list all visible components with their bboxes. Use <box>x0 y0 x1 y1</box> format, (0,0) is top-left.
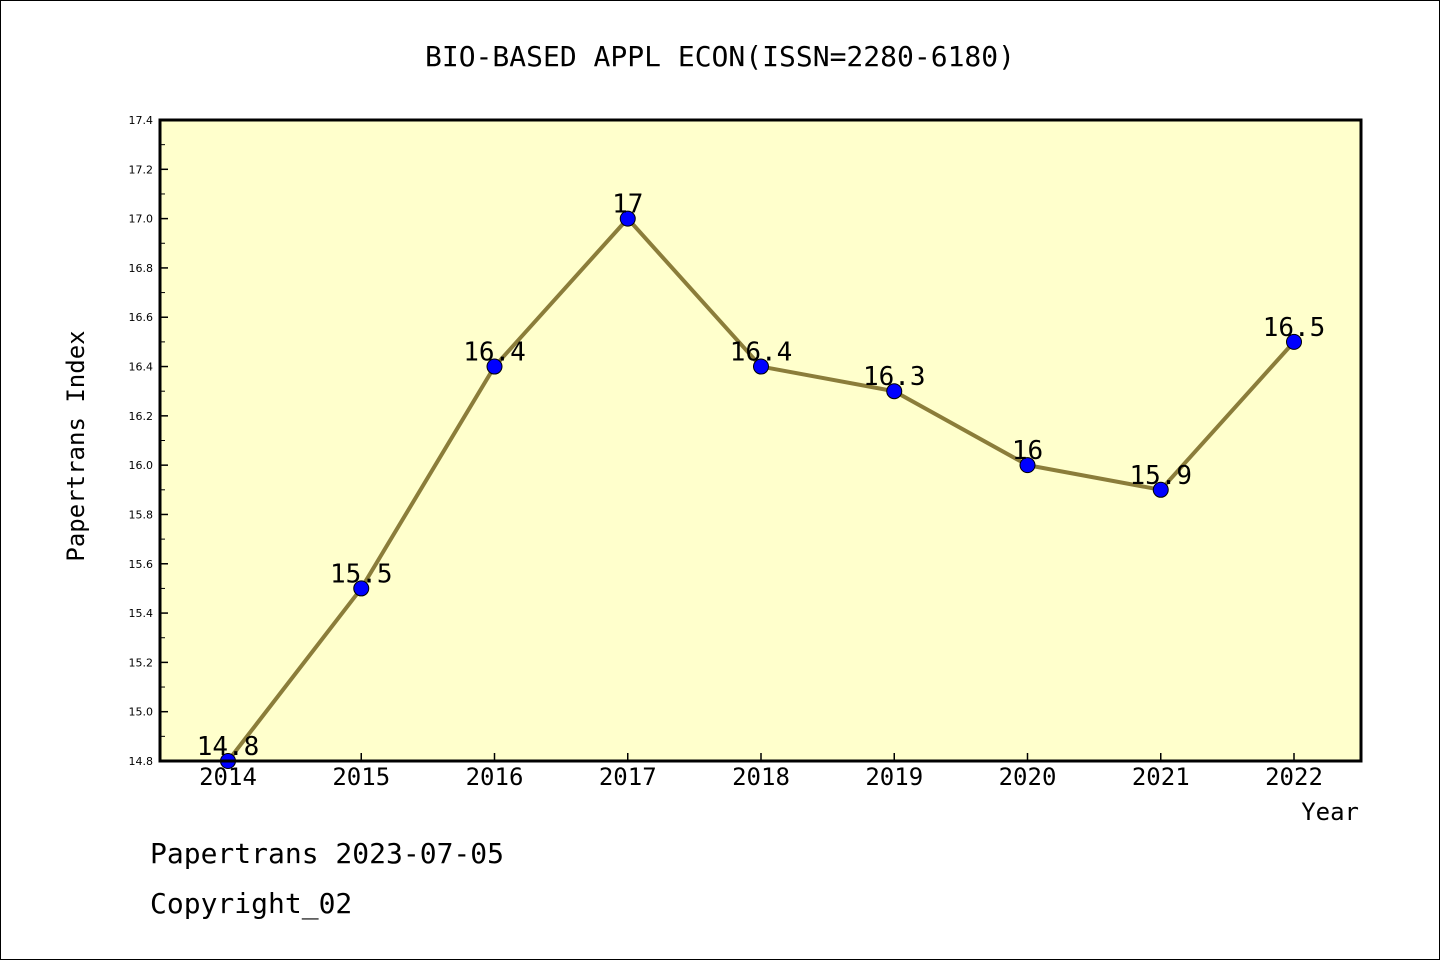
y-tick-label: 16.0 <box>129 459 154 472</box>
y-tick-label: 17.0 <box>129 213 154 226</box>
x-tick-label: 2018 <box>732 763 790 791</box>
data-label: 14.8 <box>197 732 260 762</box>
x-tick-label: 2022 <box>1265 763 1323 791</box>
y-tick-label: 16.8 <box>129 262 154 275</box>
x-tick-label: 2019 <box>865 763 923 791</box>
y-tick-label: 16.4 <box>129 361 154 374</box>
footer-date: Papertrans 2023-07-05 <box>150 837 504 870</box>
data-point <box>1286 333 1302 350</box>
x-tick-label: 2016 <box>466 763 524 791</box>
x-tick-label: 2021 <box>1132 763 1190 791</box>
data-point <box>353 580 370 597</box>
data-point <box>753 358 769 375</box>
plot-border <box>158 118 1363 763</box>
x-tick-label: 2020 <box>999 763 1057 791</box>
x-tick-label: 2017 <box>599 763 657 791</box>
footer-copyright: Copyright_02 <box>150 887 352 921</box>
x-axis-ticks: 2014 2015 2016 2017 2018 2019 2020 2021 2022 <box>199 753 1323 791</box>
plot-area <box>160 120 1361 761</box>
data-point <box>886 383 903 400</box>
y-tick-label: 14.8 <box>129 755 154 768</box>
data-labels: 14.8 15.5 16.4 17 16.4 16.3 16 15.9 16.5 <box>197 190 1326 762</box>
x-axis-label: Year <box>1301 798 1359 826</box>
data-label: 15.5 <box>330 559 393 589</box>
data-label: 17 <box>612 190 643 220</box>
y-tick-label: 15.8 <box>129 508 154 521</box>
data-label: 16.5 <box>1263 313 1326 343</box>
y-tick-label: 17.2 <box>129 163 154 176</box>
chart-title: BIO-BASED APPL ECON(ISSN=2280-6180) <box>425 40 1015 73</box>
data-label: 16 <box>1012 436 1043 466</box>
data-point <box>619 210 636 227</box>
y-tick-label: 16.2 <box>129 410 154 423</box>
y-axis-label: Papertrans Index <box>62 330 90 561</box>
data-label: 16.3 <box>863 362 926 392</box>
y-tick-label: 17.4 <box>129 114 154 127</box>
data-point <box>1019 457 1036 474</box>
y-tick-label: 16.6 <box>129 311 154 324</box>
data-label: 15.9 <box>1129 461 1192 491</box>
data-point <box>1152 481 1169 498</box>
y-tick-label: 15.4 <box>129 607 154 620</box>
y-tick-label: 15.6 <box>129 558 154 571</box>
x-tick-label: 2015 <box>332 763 390 791</box>
y-tick-label: 15.2 <box>129 656 154 669</box>
data-label: 16.4 <box>730 338 793 368</box>
y-tick-label: 15.0 <box>129 706 154 719</box>
data-point <box>486 358 503 375</box>
data-label: 16.4 <box>463 338 526 368</box>
